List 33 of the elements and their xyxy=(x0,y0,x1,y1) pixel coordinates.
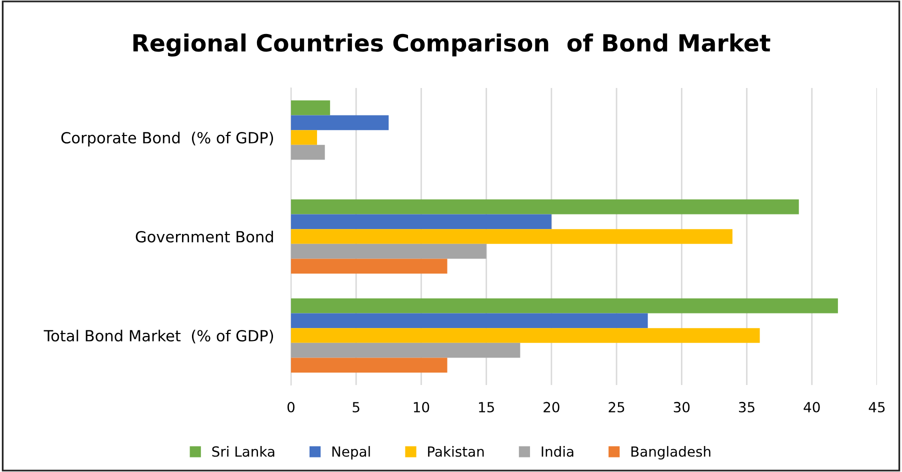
legend-label: India xyxy=(542,446,574,457)
bar xyxy=(291,244,486,259)
bar xyxy=(291,342,520,358)
legend-label: Nepal xyxy=(332,446,370,460)
x-tick-label: 45 xyxy=(868,402,885,412)
x-tick-label: 30 xyxy=(674,402,690,412)
x-tick-label: 35 xyxy=(739,402,754,412)
x-tick-label: 5 xyxy=(352,402,360,412)
x-tick-label: 40 xyxy=(804,402,820,412)
legend-label: Sri Lanka xyxy=(212,446,274,457)
legend-label: Pakistan xyxy=(428,446,484,457)
x-tick-label: 0 xyxy=(287,402,294,412)
bar xyxy=(291,100,330,116)
bar xyxy=(291,199,799,214)
bar xyxy=(291,313,648,328)
x-tick-label: 10 xyxy=(414,402,430,412)
bar xyxy=(291,130,318,145)
chart-title: Regional Countries Comparison of Bond Market xyxy=(133,33,770,57)
x-tick-label: 25 xyxy=(608,402,624,412)
bar xyxy=(291,144,325,160)
bar xyxy=(291,229,732,244)
bar xyxy=(291,298,838,314)
y-tick-label: Total Bond Market (% of GDP) xyxy=(44,330,274,344)
y-tick-label: Government Bond xyxy=(136,230,273,243)
bar xyxy=(291,258,448,274)
bar xyxy=(291,115,389,130)
x-tick-label: 15 xyxy=(479,402,494,412)
bar xyxy=(291,214,552,230)
bar xyxy=(291,358,448,373)
legend-label: Bangladesh xyxy=(631,446,710,460)
bar xyxy=(291,328,760,343)
x-tick-label: 20 xyxy=(544,402,560,412)
y-tick-label: Corporate Bond (% of GDP) xyxy=(61,132,274,146)
